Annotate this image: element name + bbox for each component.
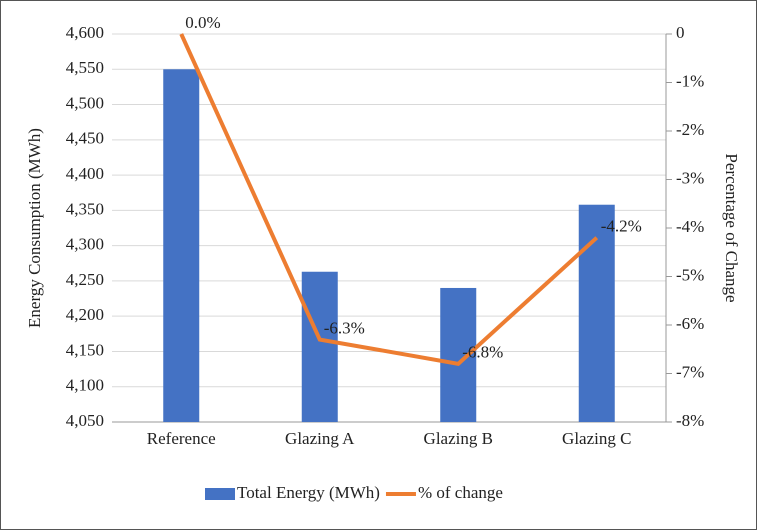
data-label: -4.2% <box>601 217 642 236</box>
y-tick-label: 4,100 <box>66 376 104 395</box>
x-tick-label: Reference <box>147 429 216 448</box>
y-tick-label: 4,200 <box>66 305 104 324</box>
y2-tick-label: -4% <box>676 217 704 236</box>
legend-label: % of change <box>418 483 503 502</box>
y-tick-label: 4,450 <box>66 129 104 148</box>
legend-label: Total Energy (MWh) <box>237 483 380 502</box>
line <box>179 33 599 366</box>
x-tick-label: Glazing A <box>285 429 355 448</box>
y-tick-label: 4,400 <box>66 164 104 183</box>
y2-tick-label: 0 <box>676 23 685 42</box>
data-label: 0.0% <box>185 13 220 32</box>
y-tick-label: 4,050 <box>66 411 104 430</box>
y2-tick-label: -7% <box>676 362 704 381</box>
y-tick-label: 4,550 <box>66 58 104 77</box>
data-label: -6.3% <box>324 318 365 337</box>
bar <box>301 271 338 422</box>
x-tick-label: Glazing B <box>424 429 493 448</box>
data-label: -6.8% <box>462 343 503 362</box>
x-tick-label: Glazing C <box>562 429 631 448</box>
y-tick-label: 4,300 <box>66 235 104 254</box>
y-tick-label: 4,350 <box>66 199 104 218</box>
y-tick-label: 4,250 <box>66 270 104 289</box>
y-tick-label: 4,500 <box>66 93 104 112</box>
y2-tick-label: -3% <box>676 168 704 187</box>
y2-tick-label: -8% <box>676 411 704 430</box>
y2-tick-label: -6% <box>676 314 704 333</box>
y2-tick-label: -2% <box>676 120 704 139</box>
y-axis-label: Energy Consumption (MWh) <box>25 128 44 328</box>
bar <box>163 69 200 422</box>
bar <box>578 204 615 422</box>
y2-tick-label: -1% <box>676 71 704 90</box>
legend-swatch <box>205 488 235 500</box>
y-tick-label: 4,600 <box>66 23 104 42</box>
y2-tick-label: -5% <box>676 265 704 284</box>
y2-axis-label: Percentage of Change <box>722 153 741 302</box>
y-tick-label: 4,150 <box>66 340 104 359</box>
